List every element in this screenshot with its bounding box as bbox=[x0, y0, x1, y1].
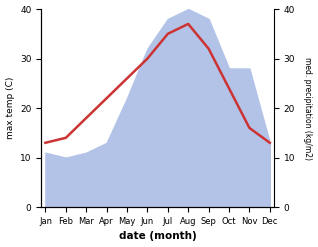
Y-axis label: med. precipitation (kg/m2): med. precipitation (kg/m2) bbox=[303, 57, 313, 160]
Y-axis label: max temp (C): max temp (C) bbox=[5, 77, 15, 139]
X-axis label: date (month): date (month) bbox=[119, 231, 197, 242]
